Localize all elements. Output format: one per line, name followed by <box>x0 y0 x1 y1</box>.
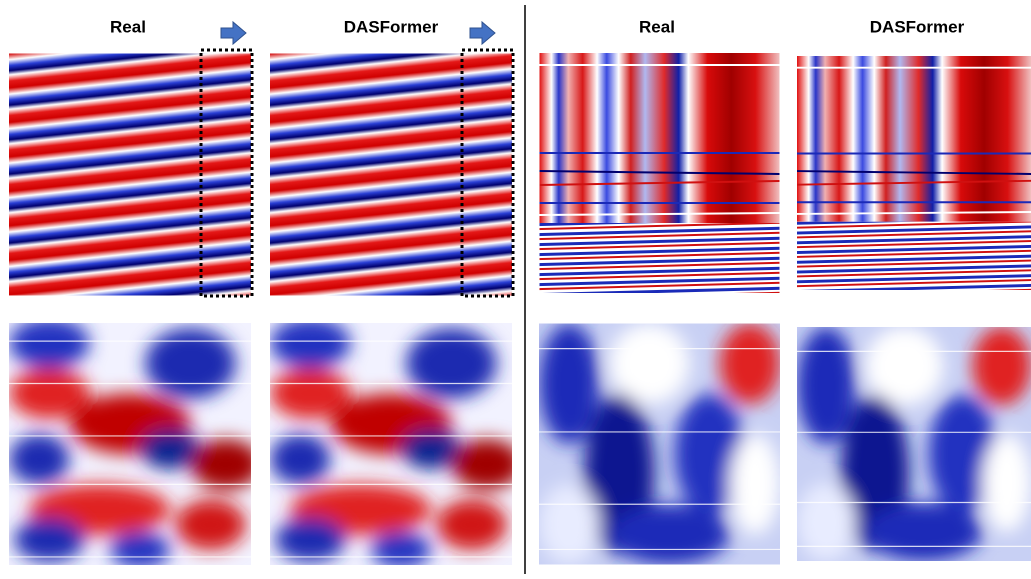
image-panel <box>9 54 251 296</box>
arrow <box>470 22 495 44</box>
image-panel <box>797 56 1031 290</box>
image-panel <box>797 327 1031 561</box>
image-panel <box>540 53 780 293</box>
panel-title: DASFormer <box>870 17 965 36</box>
image-panel <box>9 318 261 568</box>
image-panel <box>270 318 522 568</box>
panel-title: Real <box>639 17 675 36</box>
image-panel <box>539 324 780 565</box>
panel-title: Real <box>110 17 146 36</box>
figure: Real DASFormer Real DASFormer <box>0 0 1031 574</box>
image-panel <box>270 54 512 296</box>
panel-title: DASFormer <box>344 17 439 36</box>
arrow <box>221 22 246 44</box>
